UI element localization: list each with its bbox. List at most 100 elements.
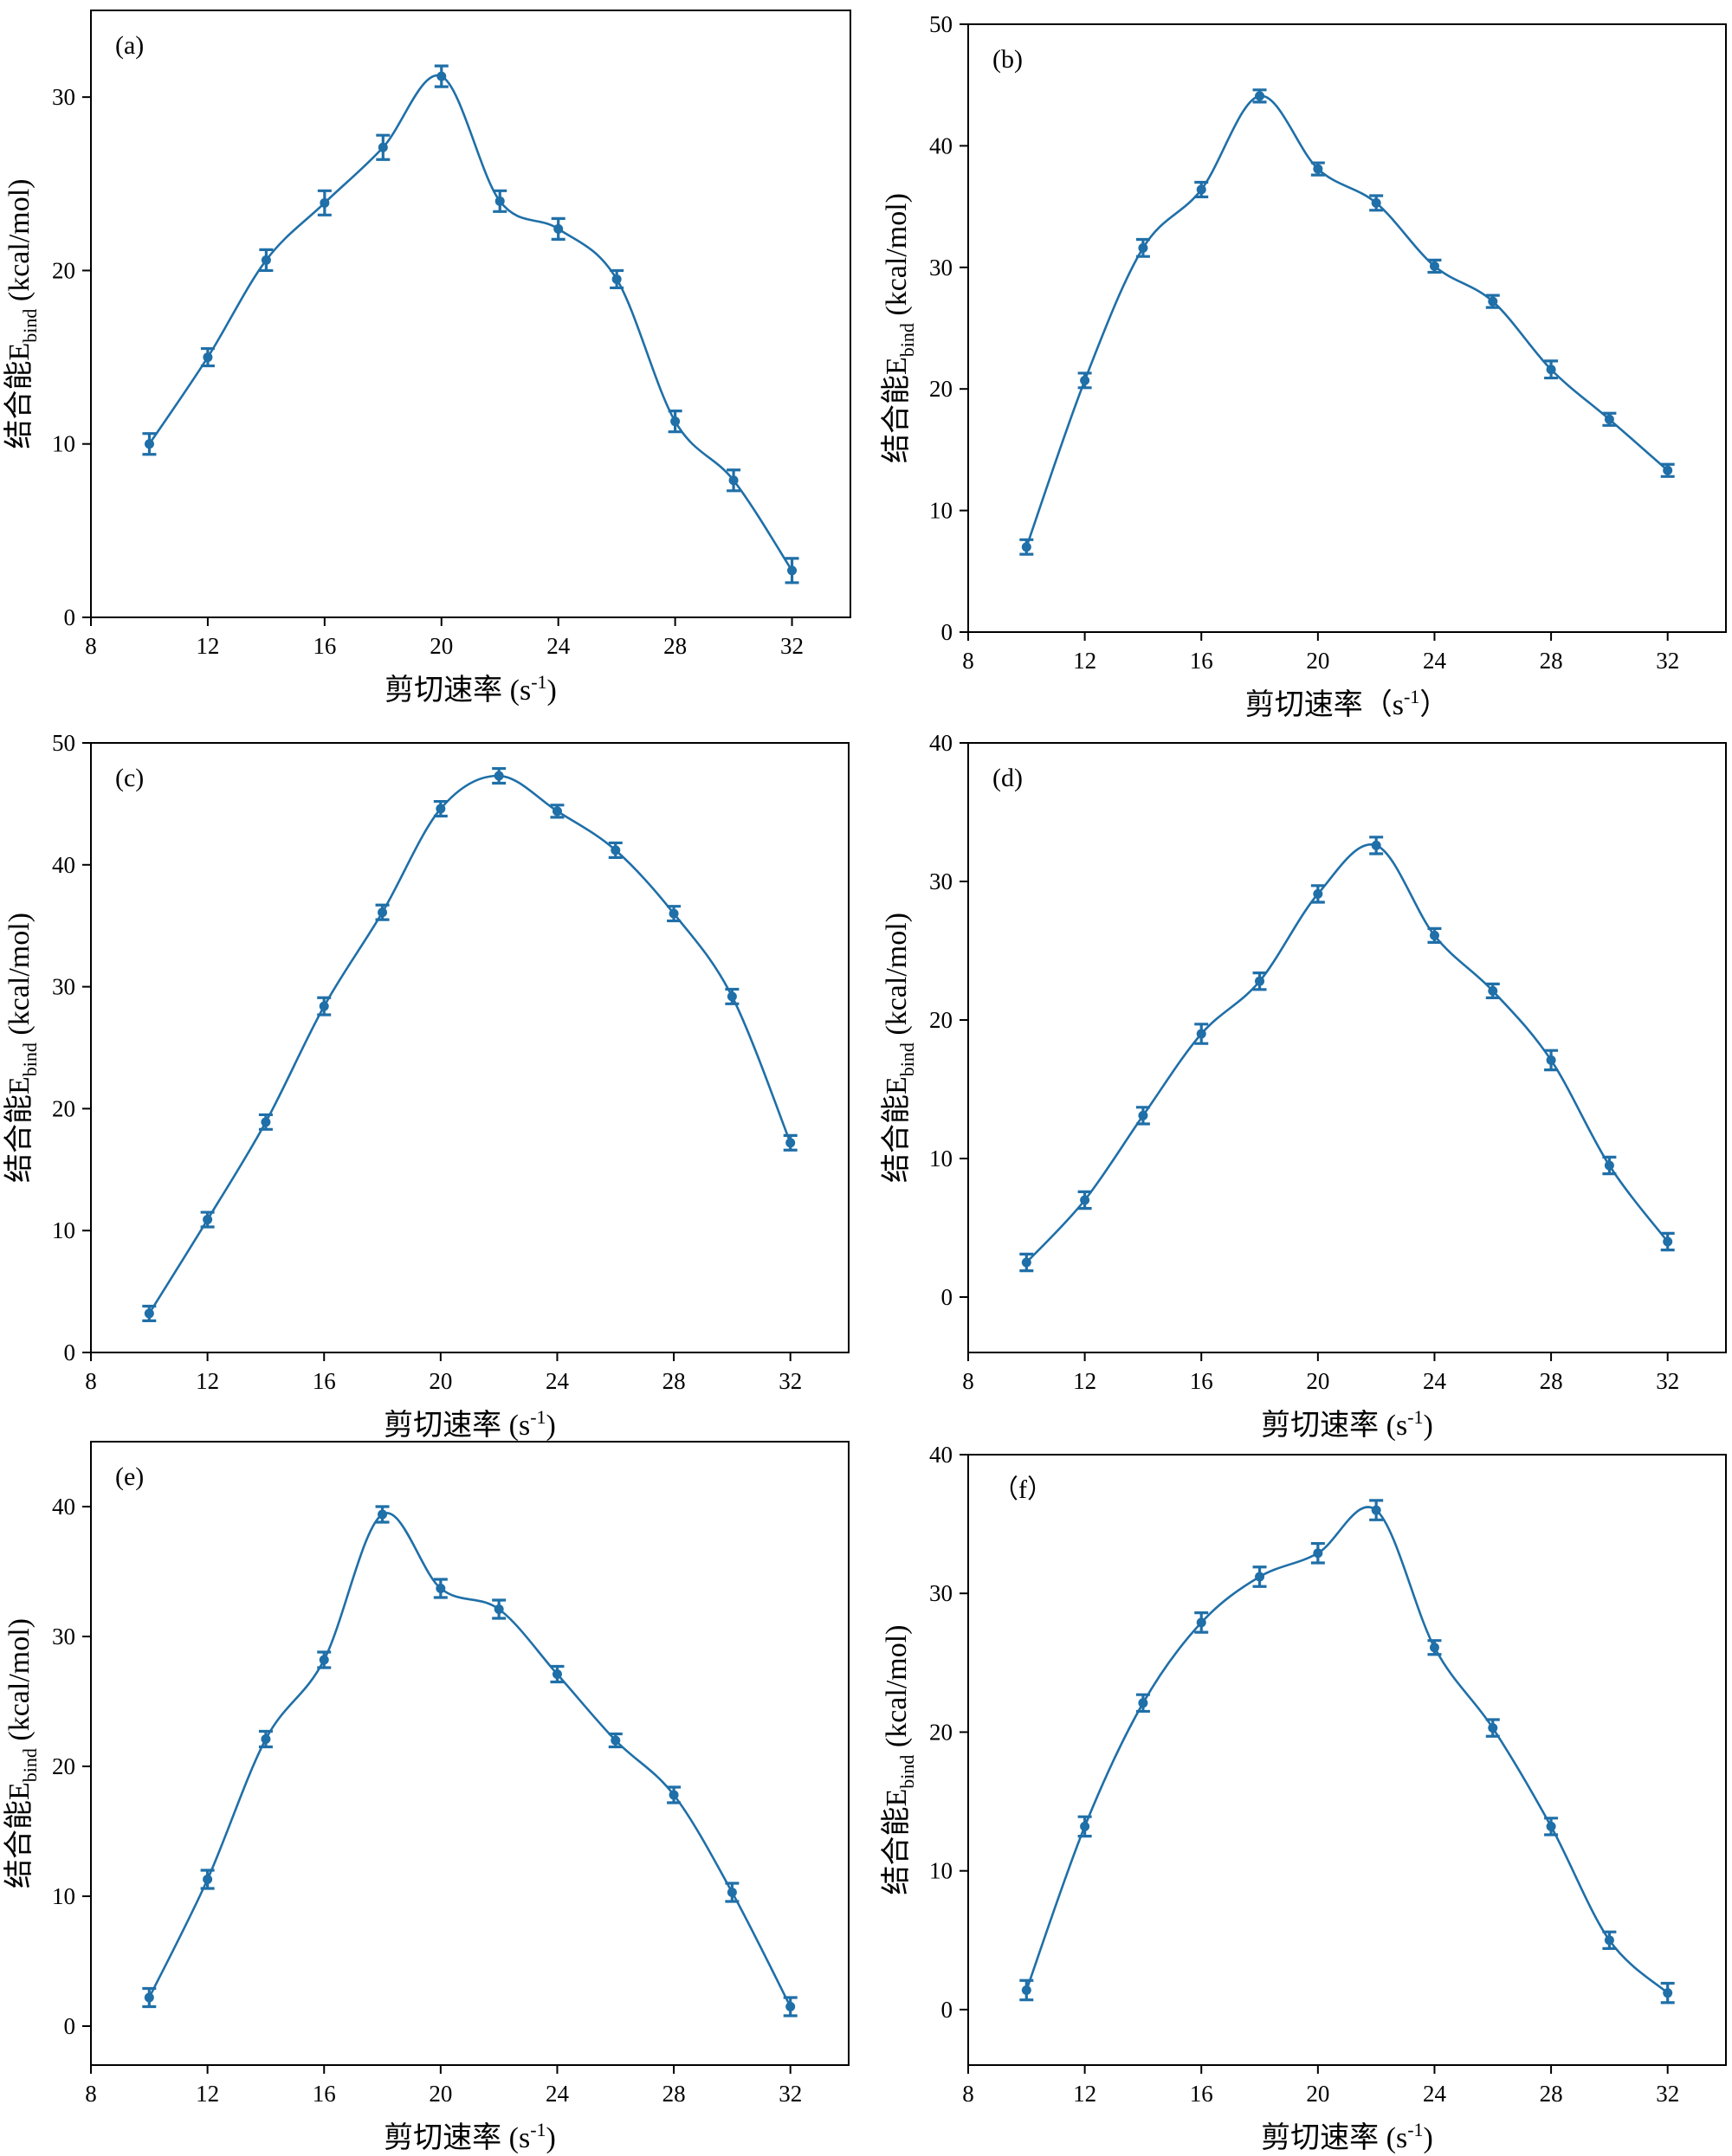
x-tick-label: 12 <box>1073 2081 1096 2107</box>
y-tick-label: 0 <box>941 619 953 645</box>
data-point <box>785 2002 796 2011</box>
x-tick-label: 32 <box>779 1368 802 1394</box>
chart-panel-2: 8 12 16 20 24 28 32 0 10 20 30 40 50 (b) 剪切速率（s-1） 结合能E… <box>880 11 1727 721</box>
data-point <box>378 907 388 918</box>
data-point <box>144 1992 154 2003</box>
data-point <box>1429 930 1439 940</box>
data-point <box>1138 1110 1148 1120</box>
x-tick-label: 32 <box>1656 1368 1679 1394</box>
data-point <box>728 475 739 486</box>
y-tick-label: 20 <box>52 1095 75 1121</box>
plot-frame <box>90 742 850 1353</box>
series-line <box>148 1512 792 2008</box>
plot-frame <box>967 742 1727 1353</box>
data-point <box>203 352 213 363</box>
data-point <box>1255 976 1265 986</box>
data-point <box>553 223 564 234</box>
data-point <box>611 274 622 284</box>
data-point <box>1021 542 1031 552</box>
data-point <box>1371 197 1381 208</box>
y-tick-label: 10 <box>929 1858 953 1884</box>
series-line <box>148 774 792 1314</box>
x-tick-label: 16 <box>313 1368 336 1394</box>
data-point <box>1663 1988 1673 1998</box>
x-tick-label: 28 <box>1540 648 1563 674</box>
x-tick-label: 24 <box>546 1368 570 1394</box>
y-tick-label: 40 <box>929 132 953 158</box>
data-point <box>1196 1617 1206 1628</box>
x-tick-label: 12 <box>196 1368 219 1394</box>
x-axis-label: 剪切速率 (s-1) <box>385 671 557 707</box>
data-point <box>1663 465 1673 475</box>
x-tick-label: 24 <box>1423 648 1447 674</box>
series-line <box>1025 843 1669 1263</box>
data-point <box>261 1117 271 1127</box>
data-point <box>1255 1572 1265 1582</box>
y-axis-label: 结合能Ebind (kcal/mol) <box>3 1618 41 1888</box>
y-tick-label: 0 <box>941 1284 953 1310</box>
x-tick-label: 20 <box>429 1368 452 1394</box>
data-point <box>1371 840 1381 850</box>
data-point <box>1488 985 1498 996</box>
y-tick-label: 10 <box>52 1217 75 1243</box>
x-axis-label: 剪切速率（s-1） <box>1245 686 1450 721</box>
data-point <box>1313 1548 1323 1559</box>
x-tick-label: 16 <box>1190 1368 1213 1394</box>
x-tick-label: 12 <box>196 2081 219 2107</box>
data-point <box>1429 1643 1439 1653</box>
data-point <box>144 439 154 449</box>
chart-panel-4: 8 12 16 20 24 28 32 0 10 20 30 40 (d) 剪切速率 (s-1) 结合能Eb… <box>880 730 1727 1442</box>
x-tick-label: 24 <box>1423 1368 1447 1394</box>
panel-label: (c) <box>115 764 144 792</box>
y-axis-label: 结合能Ebind (kcal/mol) <box>3 913 41 1183</box>
data-point <box>669 1790 679 1800</box>
data-point <box>611 845 621 855</box>
panel-label: (b) <box>992 45 1023 74</box>
chart-panel-3: 8 12 16 20 24 28 32 0 10 20 30 40 50 (c) 剪切速率 (s-1) 结合能… <box>3 730 850 1442</box>
y-tick-label: 0 <box>64 1339 76 1365</box>
plot-frame <box>90 10 851 618</box>
series-line <box>1025 1506 1669 1994</box>
y-tick-label: 10 <box>929 1146 953 1172</box>
data-point <box>1663 1236 1673 1247</box>
x-tick-label: 16 <box>1190 648 1213 674</box>
data-point <box>787 565 798 576</box>
x-tick-label: 8 <box>962 648 974 674</box>
plot-frame <box>90 1441 850 2066</box>
y-axis-label: 结合能Ebind (kcal/mol) <box>880 193 918 463</box>
x-axis-label: 剪切速率 (s-1) <box>1261 2119 1433 2154</box>
data-point <box>436 804 446 814</box>
x-tick-label: 28 <box>662 2081 686 2107</box>
x-tick-label: 24 <box>546 2081 570 2107</box>
data-point <box>1546 1821 1556 1831</box>
y-tick-label: 30 <box>52 974 75 1000</box>
panel-label: (d) <box>992 764 1023 792</box>
data-point <box>1080 1195 1090 1205</box>
x-tick-label: 12 <box>1073 1368 1096 1394</box>
data-point <box>1546 365 1556 375</box>
x-tick-label: 24 <box>546 633 571 659</box>
x-tick-label: 20 <box>1306 1368 1329 1394</box>
data-point <box>203 1875 213 1884</box>
data-point <box>261 255 271 265</box>
data-point <box>494 771 504 781</box>
data-point <box>670 416 681 427</box>
x-tick-label: 12 <box>196 633 219 659</box>
y-tick-label: 30 <box>52 84 75 110</box>
y-tick-label: 10 <box>52 1883 75 1909</box>
series-line <box>1025 94 1669 548</box>
x-tick-label: 32 <box>1656 2081 1679 2107</box>
y-axis-label: 结合能Ebind (kcal/mol) <box>3 178 41 449</box>
x-tick-label: 24 <box>1423 2081 1447 2107</box>
data-point <box>1313 888 1323 899</box>
x-tick-label: 12 <box>1073 648 1096 674</box>
x-axis-label: 剪切速率 (s-1) <box>384 2119 556 2154</box>
x-tick-label: 8 <box>85 633 97 659</box>
data-point <box>1021 1985 1031 1995</box>
data-point <box>785 1138 796 1148</box>
x-tick-label: 20 <box>1306 648 1329 674</box>
x-tick-label: 8 <box>85 1368 97 1394</box>
y-tick-label: 40 <box>929 730 953 756</box>
y-tick-label: 50 <box>929 11 953 37</box>
x-tick-label: 8 <box>962 1368 974 1394</box>
